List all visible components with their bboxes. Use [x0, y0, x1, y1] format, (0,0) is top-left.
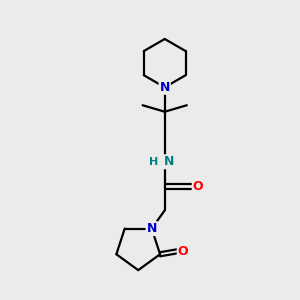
Text: O: O	[178, 245, 188, 258]
Text: N: N	[146, 222, 157, 235]
Text: N: N	[160, 81, 170, 94]
Text: N: N	[164, 155, 174, 168]
Text: O: O	[193, 180, 203, 193]
Text: H: H	[149, 157, 158, 167]
